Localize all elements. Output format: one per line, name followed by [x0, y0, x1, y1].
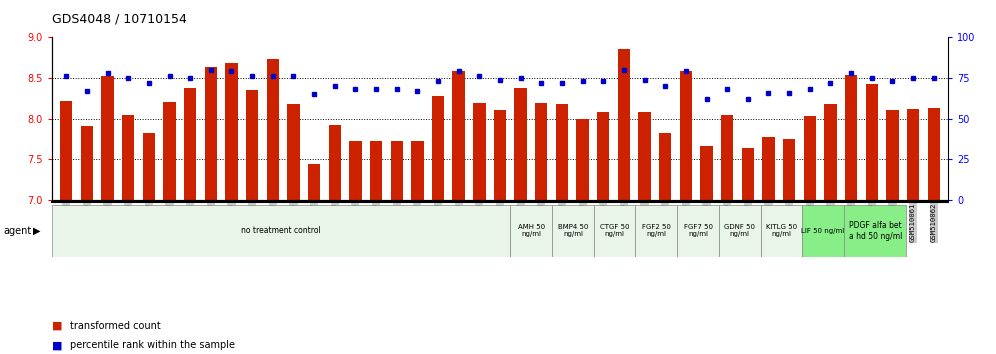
Bar [783, 139, 796, 200]
Bar [184, 88, 196, 200]
Bar [700, 146, 713, 200]
Bar [432, 96, 444, 200]
Text: BMP4 50
ng/ml: BMP4 50 ng/ml [558, 224, 589, 238]
Text: CTGF 50
ng/ml: CTGF 50 ng/ml [600, 224, 629, 238]
Text: transformed count: transformed count [70, 321, 160, 331]
Bar [510, 205, 552, 257]
Bar [287, 104, 300, 200]
Bar [515, 88, 527, 200]
Bar [594, 205, 635, 257]
Bar [535, 103, 548, 200]
Bar [494, 110, 506, 200]
Text: ▶: ▶ [33, 226, 41, 236]
Text: no treatment control: no treatment control [241, 227, 321, 235]
Bar [411, 141, 423, 200]
Bar [350, 141, 362, 200]
Bar [246, 90, 258, 200]
Text: ■: ■ [52, 340, 66, 350]
Bar [552, 205, 594, 257]
Bar [142, 133, 155, 200]
Bar [618, 50, 630, 200]
Bar [907, 109, 919, 200]
Bar [60, 101, 73, 200]
Bar [390, 141, 403, 200]
Bar [927, 108, 940, 200]
Bar [866, 84, 877, 200]
Bar [761, 205, 802, 257]
Bar [370, 141, 382, 200]
Bar [204, 67, 217, 200]
Text: KITLG 50
ng/ml: KITLG 50 ng/ml [766, 224, 797, 238]
Bar [81, 126, 93, 200]
Bar [719, 205, 761, 257]
Bar [886, 110, 898, 200]
Bar [677, 205, 719, 257]
Text: percentile rank within the sample: percentile rank within the sample [70, 340, 235, 350]
Bar [804, 116, 816, 200]
Text: PDGF alfa bet
a hd 50 ng/ml: PDGF alfa bet a hd 50 ng/ml [849, 221, 902, 241]
Bar [473, 103, 485, 200]
Bar [742, 148, 754, 200]
Bar [577, 119, 589, 200]
Bar [123, 115, 134, 200]
Text: FGF2 50
ng/ml: FGF2 50 ng/ml [641, 224, 670, 238]
Bar [225, 63, 238, 200]
Text: FGF7 50
ng/ml: FGF7 50 ng/ml [683, 224, 712, 238]
Bar [452, 72, 465, 200]
Bar [638, 112, 650, 200]
Bar [802, 205, 844, 257]
Bar [845, 75, 858, 200]
Bar [308, 164, 321, 200]
Bar [102, 76, 114, 200]
Text: GDS4048 / 10710154: GDS4048 / 10710154 [52, 12, 186, 25]
Bar [163, 102, 175, 200]
Bar [329, 125, 341, 200]
Text: agent: agent [3, 226, 31, 236]
Bar [635, 205, 677, 257]
Bar [659, 133, 671, 200]
Bar [721, 115, 733, 200]
Bar [844, 205, 906, 257]
Bar [597, 112, 610, 200]
Text: AMH 50
ng/ml: AMH 50 ng/ml [518, 224, 545, 238]
Bar [52, 205, 510, 257]
Text: GDNF 50
ng/ml: GDNF 50 ng/ml [724, 224, 755, 238]
Bar [762, 137, 775, 200]
Bar [679, 72, 692, 200]
Bar [267, 59, 279, 200]
Bar [556, 104, 568, 200]
Text: LIF 50 ng/ml: LIF 50 ng/ml [802, 228, 845, 234]
Bar [825, 104, 837, 200]
Text: ■: ■ [52, 321, 66, 331]
